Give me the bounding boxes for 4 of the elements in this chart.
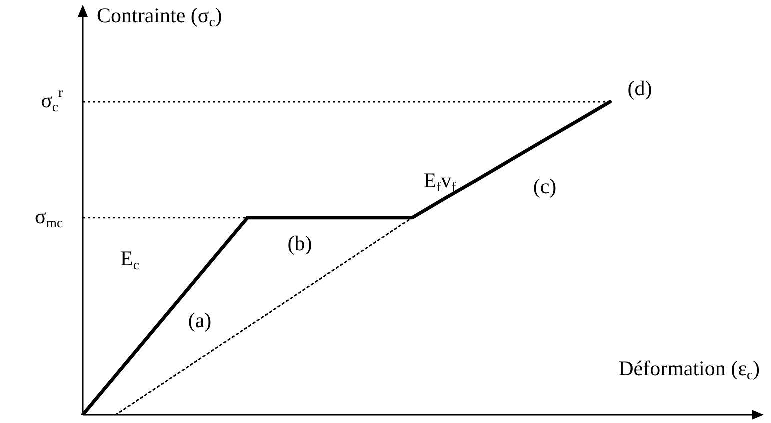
annotation: (b) xyxy=(288,232,312,256)
annotation: (a) xyxy=(188,308,212,333)
text: (d) xyxy=(628,76,652,101)
annotation: (c) xyxy=(533,174,557,199)
